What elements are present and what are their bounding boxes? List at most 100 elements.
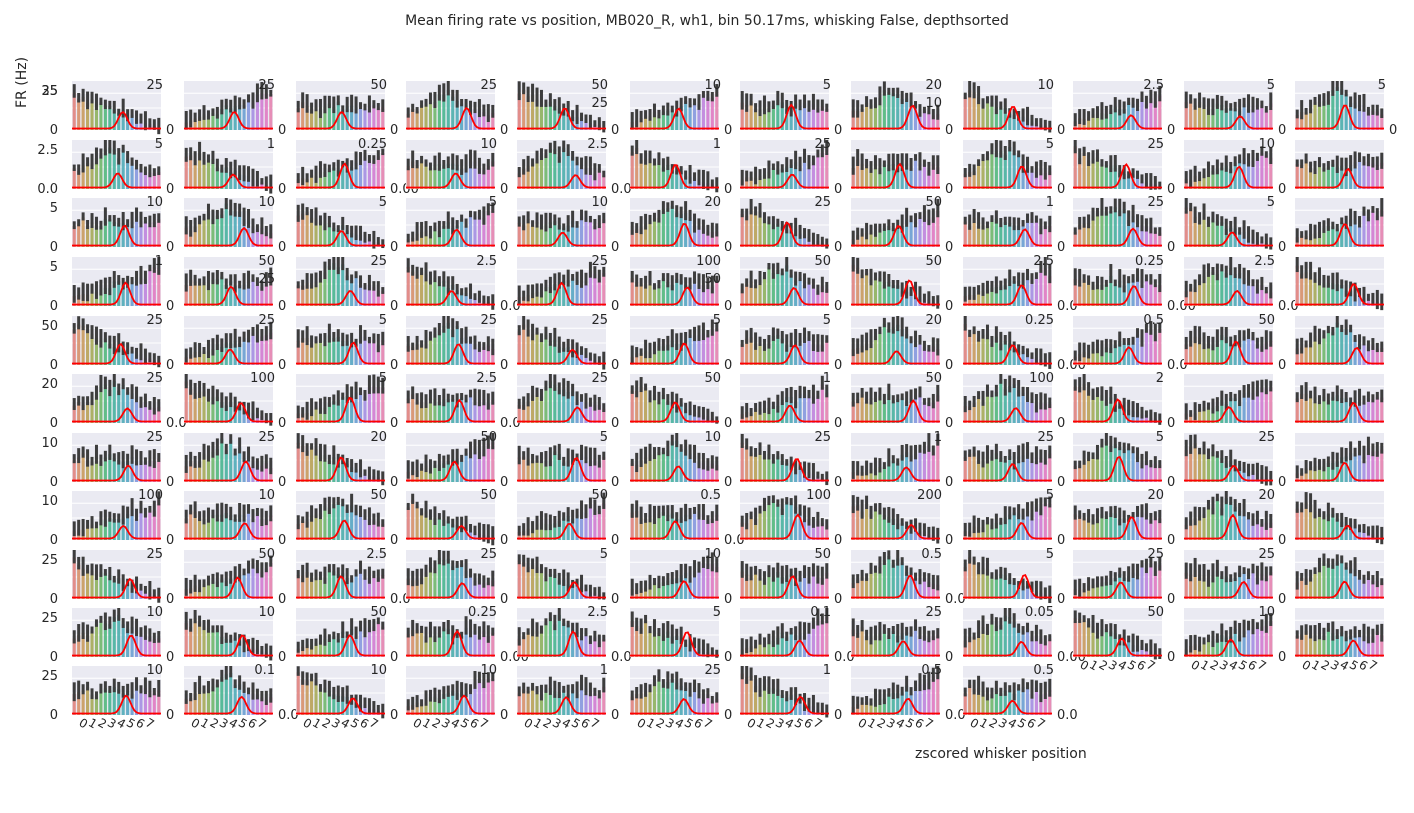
bar (134, 396, 139, 423)
bar (539, 223, 544, 247)
bar (189, 389, 193, 423)
bar (376, 345, 380, 365)
bar (715, 566, 719, 599)
bar (688, 453, 692, 482)
bar (820, 578, 824, 599)
bar (981, 291, 985, 306)
bar (372, 386, 376, 423)
bar (1255, 157, 1259, 189)
bar (269, 332, 273, 365)
bar (1109, 275, 1113, 306)
bar (99, 289, 103, 306)
bar (909, 528, 913, 540)
bar (1206, 271, 1211, 306)
bar (90, 99, 94, 130)
bar (684, 101, 688, 130)
bar (152, 407, 156, 423)
bar (531, 163, 535, 189)
bar (202, 453, 206, 482)
bar (562, 281, 566, 306)
bar (233, 285, 237, 306)
bar (571, 278, 575, 306)
bar (202, 217, 206, 247)
panel-1-7: 0 (851, 140, 953, 197)
bar (428, 99, 433, 130)
right-tick-label: 0 (1167, 182, 1175, 197)
bar (710, 97, 714, 130)
bar (794, 280, 798, 306)
bar (593, 173, 597, 189)
bar (539, 396, 544, 423)
bar (745, 177, 749, 189)
bar (758, 279, 762, 306)
bar (486, 403, 490, 423)
bar (482, 399, 486, 423)
bar (820, 384, 824, 423)
bar (539, 292, 544, 306)
bar (1366, 161, 1370, 189)
panel-4-4: 250 (517, 313, 619, 373)
bar (1078, 224, 1082, 247)
bar (1224, 273, 1228, 306)
panel-background (1295, 433, 1384, 482)
bar (517, 222, 521, 247)
bar (152, 173, 156, 189)
bar (198, 116, 202, 130)
bar (798, 393, 802, 423)
bar (1198, 515, 1202, 540)
panel-6-3: 500 (406, 430, 508, 490)
bar (112, 519, 116, 540)
bar (1034, 276, 1038, 306)
bar (215, 344, 219, 365)
bar (1073, 356, 1077, 365)
bar (310, 515, 314, 540)
bar (202, 159, 206, 189)
red-curve (296, 341, 385, 365)
panel-6-11 (1295, 433, 1384, 482)
bar (931, 217, 935, 247)
bar (644, 223, 648, 247)
bar (94, 158, 99, 189)
right-tick-label: 20 (1258, 488, 1275, 503)
right-tick-label: 0 (611, 592, 619, 607)
bar (968, 294, 972, 306)
bar (566, 110, 570, 130)
bar (771, 500, 775, 540)
bar (531, 395, 535, 423)
bar (464, 570, 468, 599)
bar (684, 514, 688, 540)
bar (350, 105, 354, 130)
bar (913, 292, 918, 306)
red-curve (740, 287, 829, 306)
bar (597, 405, 601, 423)
bar (981, 461, 985, 482)
bar (972, 452, 976, 482)
bar (1082, 588, 1086, 599)
bar (460, 526, 464, 540)
right-tick-label: 0.25 (1135, 254, 1164, 269)
right-tick-label: 5 (823, 313, 831, 328)
bar (891, 518, 895, 540)
bar (990, 102, 994, 130)
bar (635, 390, 639, 423)
bar (381, 291, 385, 306)
bar (1087, 457, 1091, 482)
bar (130, 222, 134, 247)
right-tick-label: 50 (591, 78, 608, 93)
bar (865, 399, 869, 423)
bar (648, 584, 652, 599)
bar (548, 222, 552, 247)
bar (692, 412, 697, 423)
bar (1091, 215, 1095, 247)
bar (1335, 284, 1339, 306)
right-tick-label: 0 (500, 592, 508, 607)
bar (918, 578, 922, 599)
bar (442, 559, 446, 599)
bar (749, 337, 753, 365)
bar (148, 172, 152, 189)
bar (593, 124, 597, 130)
bar (193, 511, 197, 540)
bar (332, 228, 336, 247)
bar (1215, 221, 1219, 247)
bar (710, 286, 714, 306)
